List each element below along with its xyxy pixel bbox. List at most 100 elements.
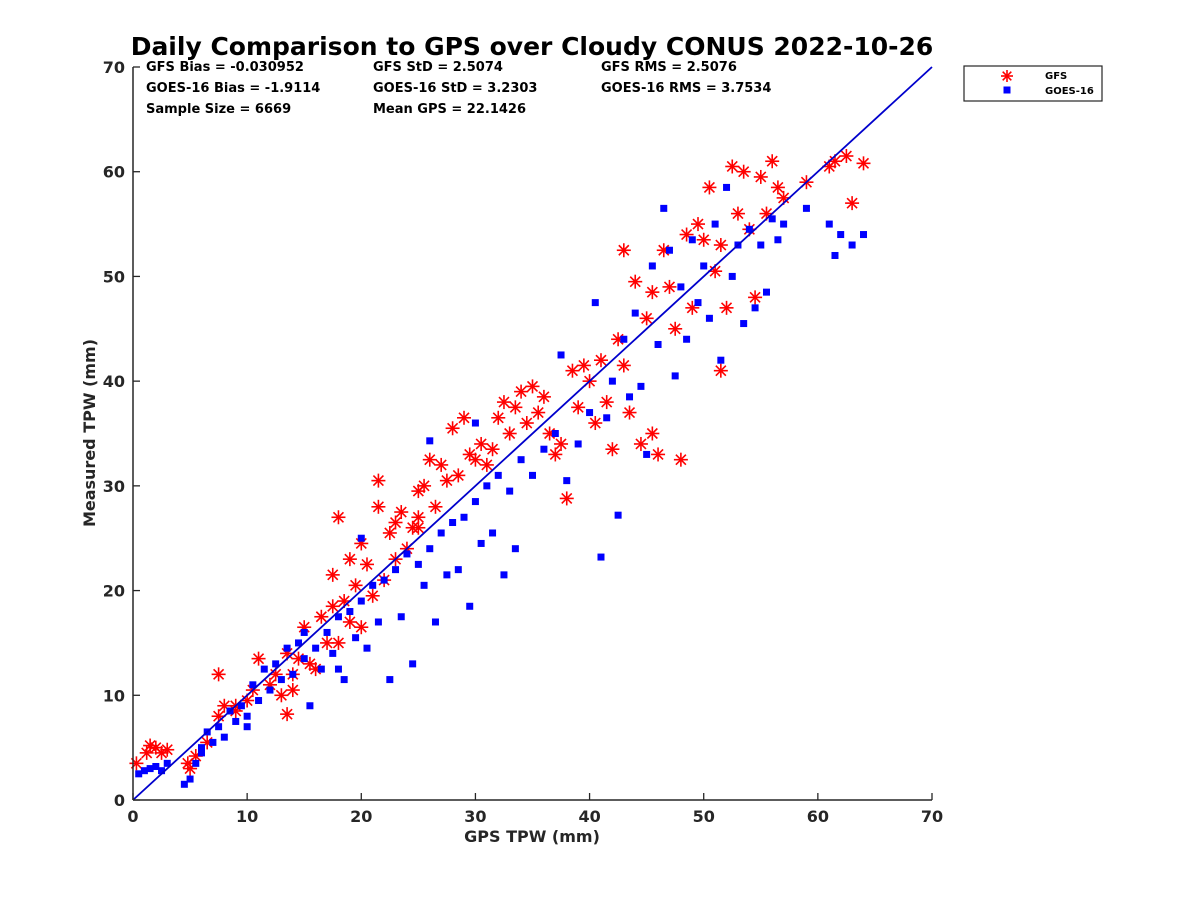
goes-16-point xyxy=(334,613,342,621)
mean-gps-annotation: Mean GPS = 22.1426 xyxy=(373,102,526,117)
gfs-point xyxy=(548,447,563,462)
gfs-point xyxy=(342,614,357,629)
gfs-point xyxy=(496,395,511,410)
gfs-point xyxy=(457,410,472,425)
goes-16-point xyxy=(745,225,753,233)
x-tick-label: 30 xyxy=(464,807,486,826)
goes-16-point xyxy=(586,409,594,417)
goes-16-point xyxy=(700,262,708,270)
legend-goes16-label: GOES-16 xyxy=(1045,86,1094,97)
gfs-point xyxy=(445,421,460,436)
points-layer xyxy=(129,149,871,788)
goes-16-point xyxy=(603,414,611,422)
goes-16-point xyxy=(489,529,497,537)
x-tick-label: 0 xyxy=(127,807,138,826)
x-tick-label: 60 xyxy=(807,807,829,826)
gfs-point xyxy=(753,169,768,184)
gfs-point xyxy=(508,400,523,415)
goes-16-point xyxy=(517,456,525,464)
gfs-point xyxy=(519,416,534,431)
y-tick-label: 40 xyxy=(103,372,125,391)
goes-16-point xyxy=(774,236,782,244)
goes-16-point xyxy=(426,545,434,553)
gfs-point xyxy=(485,442,500,457)
goes-16-point xyxy=(140,767,148,775)
goes-16-point xyxy=(483,482,491,490)
gfs-std-annotation: GFS StD = 2.5074 xyxy=(373,60,503,75)
gfs-point xyxy=(691,217,706,232)
goes-16-point xyxy=(426,437,434,445)
gfs-point xyxy=(359,557,374,572)
gfs-point xyxy=(616,243,631,258)
gfs-point xyxy=(616,358,631,373)
gfs-point xyxy=(154,745,169,760)
gfs-point xyxy=(668,321,683,336)
goes-16-point xyxy=(768,215,776,223)
goes-16-point xyxy=(295,639,303,647)
goes-16-point xyxy=(831,251,839,259)
goes-16-point xyxy=(631,309,639,317)
gfs-point xyxy=(713,363,728,378)
goes-16-point xyxy=(300,655,308,663)
goes-16-point xyxy=(277,676,285,684)
gfs-point xyxy=(599,395,614,410)
gfs-point xyxy=(143,738,158,753)
goes-16-point xyxy=(180,780,188,788)
gfs-point xyxy=(371,499,386,514)
goes-16-point xyxy=(500,571,508,579)
gfs-point xyxy=(285,683,300,698)
gfs-point xyxy=(685,300,700,315)
gfs-point xyxy=(593,353,608,368)
goes-16-point xyxy=(723,183,731,191)
gfs-point xyxy=(662,279,677,294)
goes-16-point xyxy=(671,372,679,380)
goes-16-point xyxy=(551,430,559,437)
goes-16-point xyxy=(437,529,445,537)
goes-16-point xyxy=(740,320,748,328)
goes-16-point xyxy=(626,393,634,401)
goes-16-point xyxy=(403,550,411,558)
goes-16-point xyxy=(392,566,400,574)
y-tick-label: 30 xyxy=(103,477,125,496)
goes-16-point xyxy=(380,576,388,584)
gfs-point xyxy=(491,410,506,425)
y-tick-label: 70 xyxy=(103,58,125,77)
goes-16-point xyxy=(209,738,217,746)
x-tick-label: 50 xyxy=(693,807,715,826)
gfs-point xyxy=(451,468,466,483)
gfs-point xyxy=(645,285,660,300)
gfs-point xyxy=(525,379,540,394)
goes-16-point xyxy=(837,231,845,239)
gfs-point xyxy=(559,491,574,506)
goes-16-point xyxy=(249,681,257,689)
gfs-point xyxy=(183,761,198,776)
goes-16-point xyxy=(414,560,422,568)
goes-16-point xyxy=(192,759,200,767)
goes-16-point xyxy=(477,539,485,547)
goes-16-point xyxy=(614,511,622,519)
goes-16-point xyxy=(711,220,719,228)
goes-16-point xyxy=(683,335,691,343)
goes-16-point xyxy=(848,241,856,249)
goes-16-point xyxy=(357,534,365,542)
y-tick-label: 20 xyxy=(103,582,125,601)
gfs-point xyxy=(565,363,580,378)
goes-16-point xyxy=(374,618,382,626)
goes-16-point xyxy=(346,608,354,616)
goes-16-point xyxy=(557,351,565,359)
gfs-point xyxy=(354,620,369,635)
y-tick-labels: 0 10 20 30 40 50 60 70 xyxy=(103,58,125,810)
goes-16-point xyxy=(620,335,628,343)
x-tick-label: 40 xyxy=(578,807,600,826)
gfs-point xyxy=(394,505,409,520)
goes-16-point xyxy=(255,697,263,705)
gfs-point xyxy=(439,473,454,488)
goes-16-point xyxy=(357,597,365,605)
goes-16-point xyxy=(802,204,810,212)
goes-16-point xyxy=(243,712,251,720)
gfs-point xyxy=(371,473,386,488)
gfs-point xyxy=(622,405,637,420)
gfs-point xyxy=(417,478,432,493)
legend-gfs-marker-icon xyxy=(1001,70,1013,82)
goes-16-point xyxy=(443,571,451,579)
